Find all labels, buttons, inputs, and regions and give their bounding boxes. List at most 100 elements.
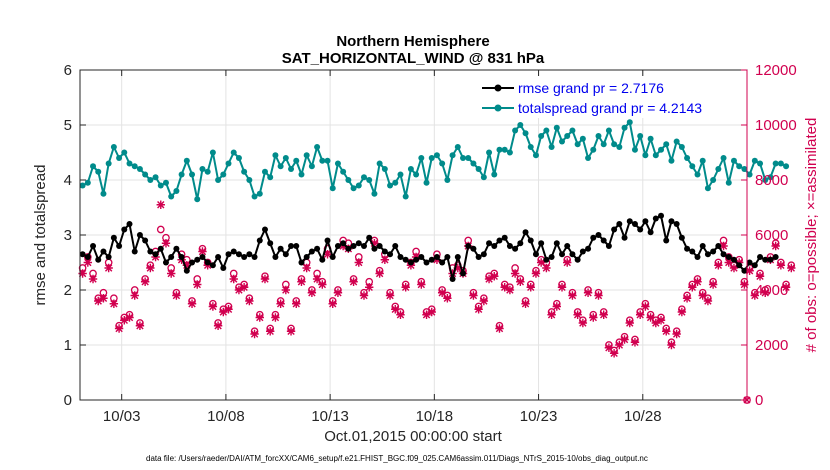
obs-assimilated-point <box>656 316 666 325</box>
totalspread-point <box>444 177 451 183</box>
totalspread-point <box>699 157 706 164</box>
rmse-point <box>480 251 487 258</box>
totalspread-point <box>131 163 138 170</box>
obs-assimilated-point <box>130 291 139 300</box>
totalspread-point <box>777 160 784 167</box>
totalspread-point <box>282 155 289 161</box>
rmse-point <box>126 221 133 227</box>
totalspread-point <box>84 179 91 186</box>
rmse-point <box>360 243 367 249</box>
totalspread-point <box>460 155 467 161</box>
totalspread-point <box>194 196 201 203</box>
obs-assimilated-point <box>609 349 619 358</box>
totalspread-point <box>116 155 123 161</box>
totalspread-point <box>475 166 482 172</box>
rmse-point <box>267 240 274 247</box>
totalspread-point <box>564 133 571 139</box>
rmse-point <box>152 251 159 258</box>
rmse-point <box>142 237 149 244</box>
obs-assimilated-point <box>708 280 718 289</box>
obs-assimilated-point <box>427 307 436 317</box>
totalspread-point <box>548 144 555 150</box>
rmse-point <box>439 259 446 266</box>
rmse-point <box>673 221 680 227</box>
totalspread-point <box>783 163 790 170</box>
rmse-point <box>746 259 753 266</box>
legend-box <box>477 76 742 118</box>
obs-assimilated-point <box>88 274 98 284</box>
y-axis-label-right: # of obs: o=possible; ×=assimilated <box>803 118 820 353</box>
x-tick-label: 10/28 <box>624 408 662 425</box>
totalspread-point <box>90 163 97 170</box>
obs-assimilated-point <box>776 261 786 270</box>
obs-assimilated-point <box>547 310 556 319</box>
rmse-point <box>621 234 628 241</box>
obs-assimilated-point <box>667 340 676 350</box>
obs-assimilated-point <box>323 250 332 259</box>
totalspread-point <box>491 171 498 178</box>
obs-assimilated-point <box>359 291 369 300</box>
totalspread-point <box>413 171 420 178</box>
obs-assimilated-point <box>703 296 713 306</box>
line-series <box>79 119 790 282</box>
obs-assimilated-point <box>380 255 390 264</box>
obs-assimilated-point <box>224 305 233 314</box>
totalspread-point <box>621 124 628 131</box>
obs-assimilated-point <box>172 291 181 300</box>
legend-spread-label: totalspread grand pr = 4.2143 <box>518 100 702 116</box>
rmse-point <box>334 243 341 249</box>
obs-assimilated-point <box>724 258 733 267</box>
obs-assimilated-point <box>260 274 270 284</box>
rmse-point <box>387 251 394 258</box>
obs-assimilated-point <box>568 291 577 300</box>
obs-assimilated-point <box>333 288 343 297</box>
totalspread-point <box>324 157 331 164</box>
obs-assimilated-point <box>161 239 171 248</box>
obs-assimilated-point <box>510 269 520 278</box>
totalspread-point <box>303 152 310 159</box>
rmse-point <box>241 254 248 260</box>
obs-assimilated-point <box>563 258 572 267</box>
totalspread-point <box>79 182 86 189</box>
obs-assimilated-point <box>109 299 119 308</box>
rmse-point <box>637 226 644 233</box>
obs-assimilated-point <box>83 258 93 267</box>
obs-assimilated-point <box>526 283 535 292</box>
rmse-point <box>272 254 279 260</box>
totalspread-point <box>288 166 295 172</box>
totalspread-point <box>501 146 508 153</box>
x-tick-label: 10/03 <box>103 408 141 425</box>
totalspread-point <box>631 146 638 153</box>
rmse-point <box>209 262 216 269</box>
y-left-tick-label: 4 <box>64 172 72 189</box>
rmse-point <box>569 251 576 258</box>
totalspread-point <box>532 152 539 159</box>
obs-assimilated-point <box>417 280 426 289</box>
rmse-point <box>704 251 711 258</box>
totalspread-point <box>470 160 477 167</box>
totalspread-point <box>543 127 550 134</box>
totalspread-point <box>355 182 362 189</box>
y-right-tick-label: 0 <box>755 392 763 409</box>
obs-assimilated-point <box>469 291 478 300</box>
totalspread-point <box>178 171 185 178</box>
obs-assimilated-point <box>755 272 765 281</box>
totalspread-point <box>319 157 326 164</box>
totalspread-point <box>642 152 649 159</box>
y-axis-label-left: rmse and totalspread <box>32 165 49 306</box>
obs-assimilated-point <box>625 318 634 328</box>
rmse-point <box>157 245 164 252</box>
obs-assimilated-point <box>479 296 489 306</box>
obs-assimilated-point <box>677 307 687 317</box>
totalspread-point <box>418 155 425 161</box>
totalspread-point <box>569 127 576 134</box>
totalspread-point <box>694 171 701 178</box>
totalspread-point <box>605 127 612 134</box>
rmse-point <box>418 254 425 260</box>
obs-assimilated-point <box>688 283 697 292</box>
y-right-tick-label: 2000 <box>755 337 788 354</box>
obs-assimilated-point <box>646 313 655 322</box>
totalspread-point <box>110 144 117 150</box>
rmse-point <box>110 234 117 241</box>
rmse-point <box>751 262 758 269</box>
